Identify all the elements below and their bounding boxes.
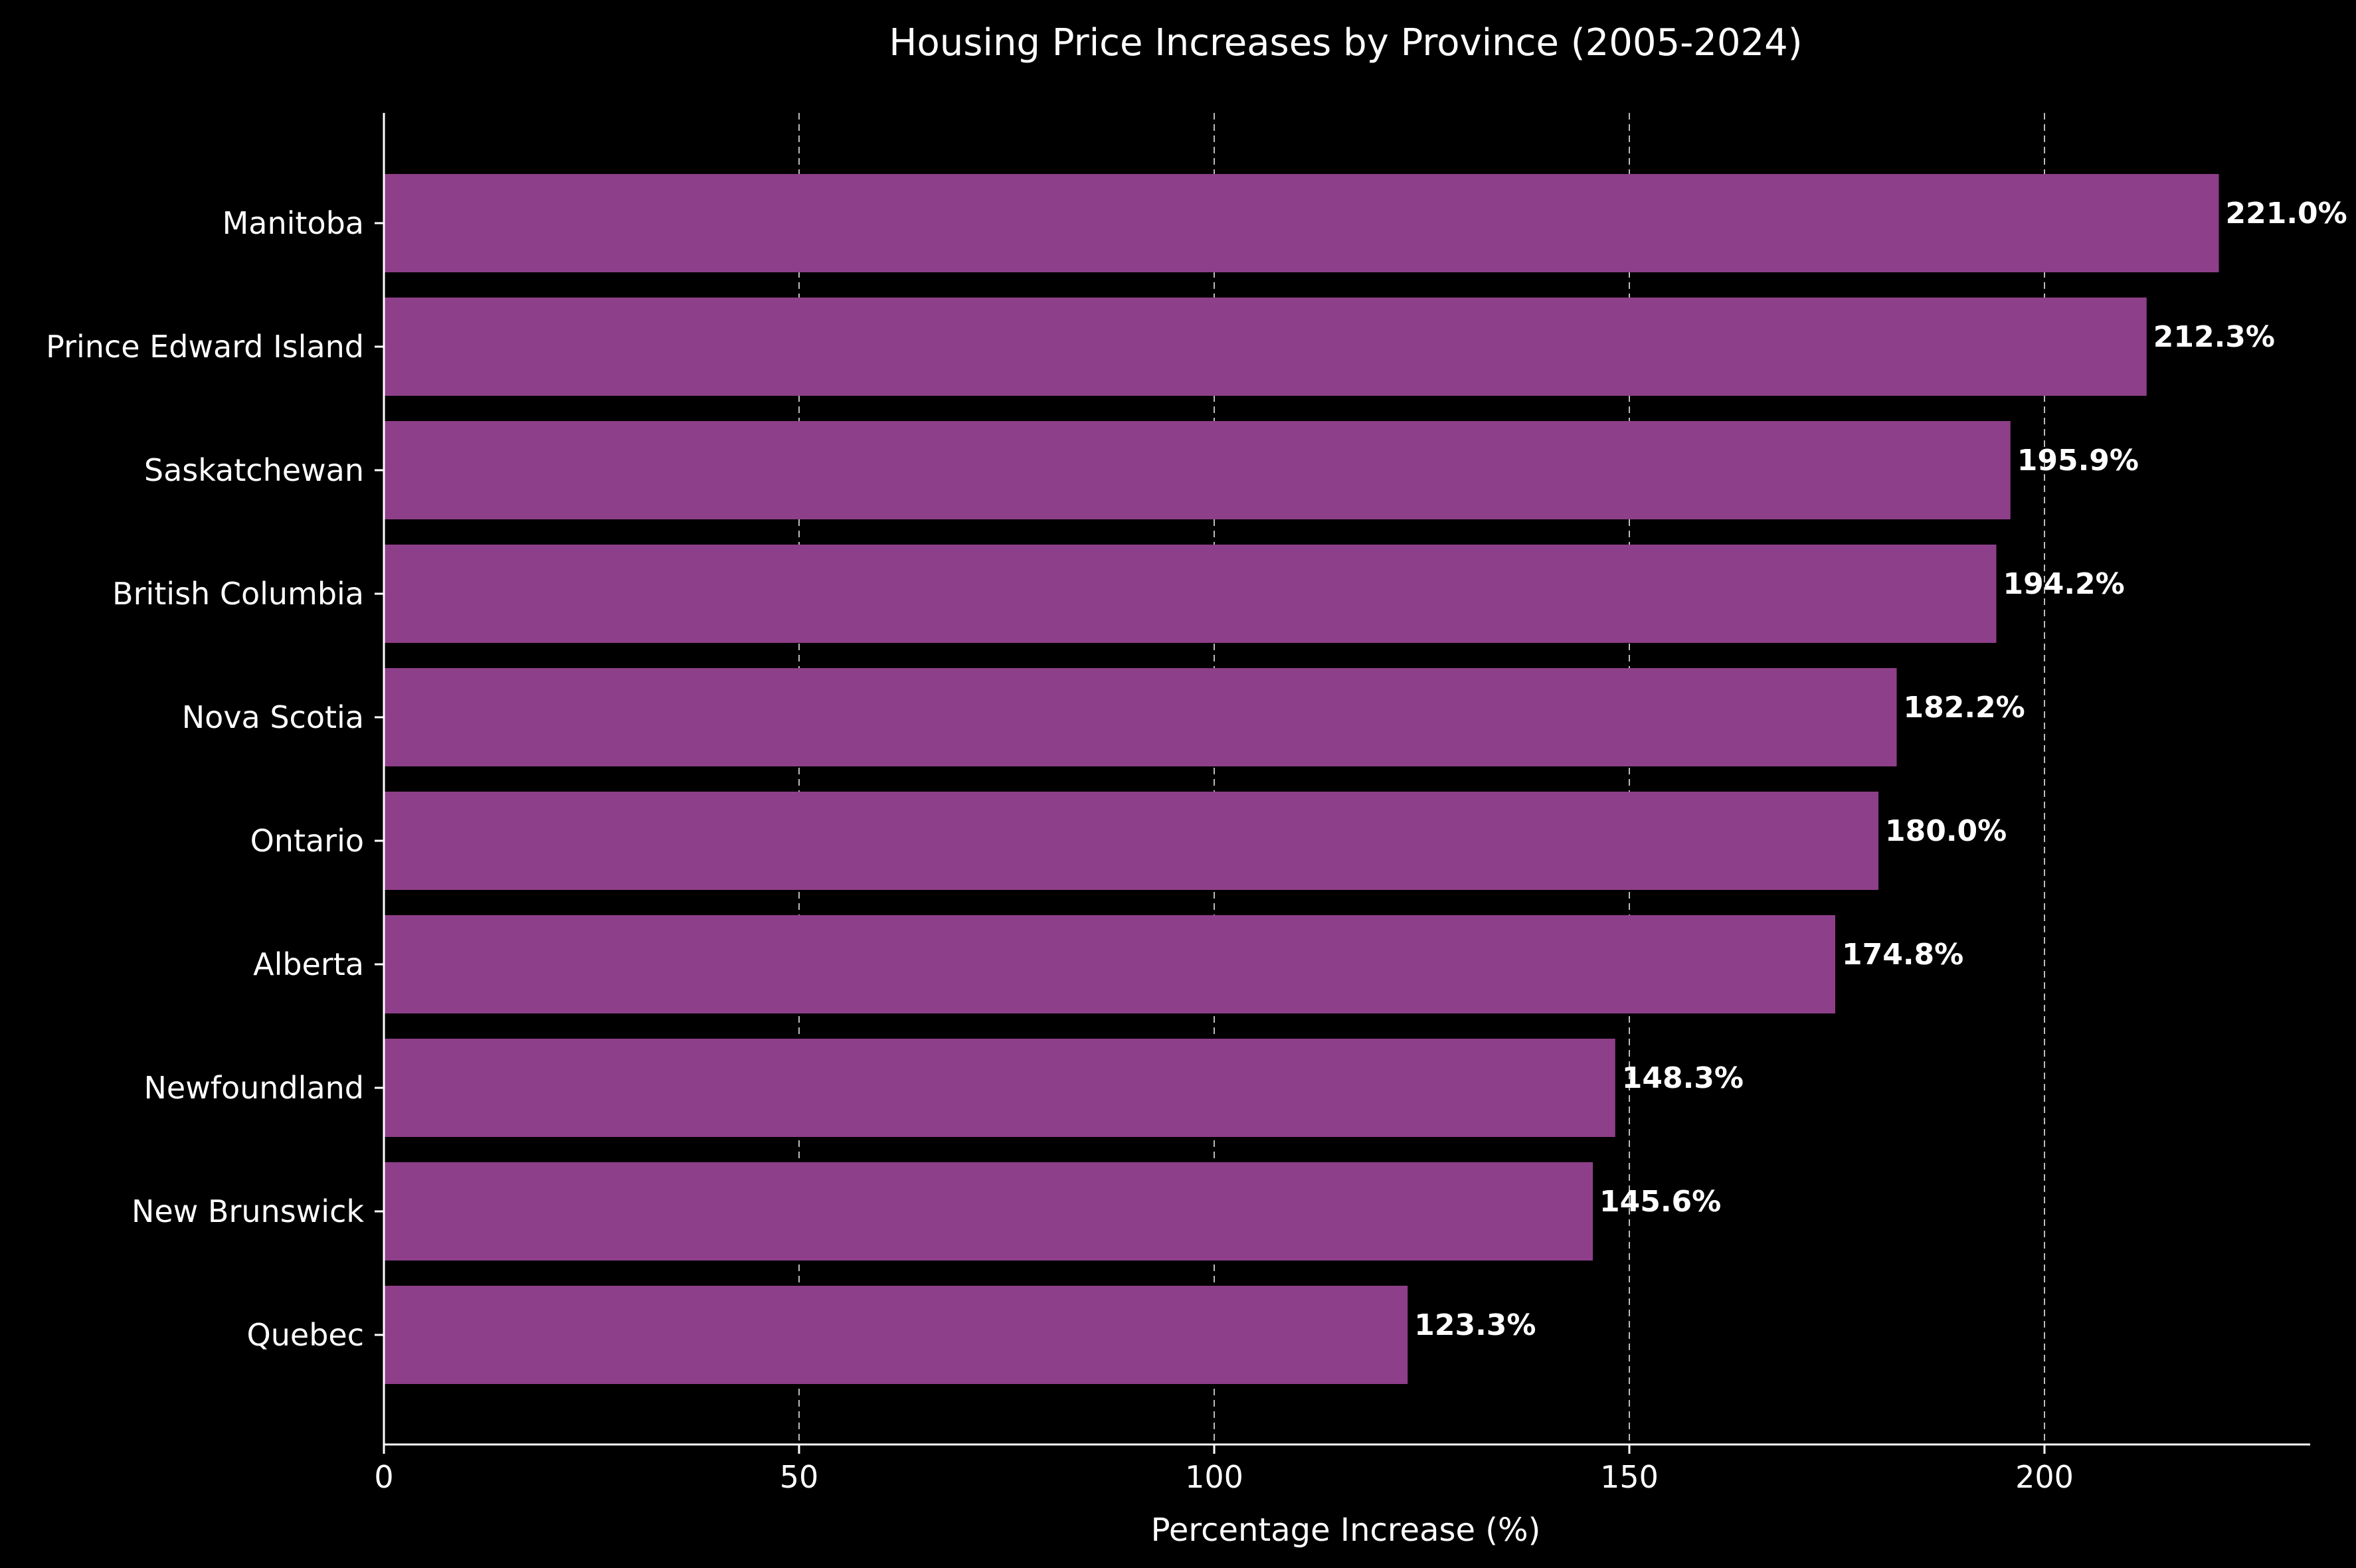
bar [384, 298, 2147, 396]
category-labels: Manitoba Prince Edward Island Saskatchewan… [46, 205, 384, 1353]
x-tick-label: 100 [1185, 1459, 1243, 1495]
category-label: Newfoundland [143, 1070, 364, 1106]
value-label: 123.3% [1414, 1308, 1536, 1342]
value-labels: 221.0% 212.3% 195.9% 194.2% 182.2% 180.0% 174.… [1414, 197, 2347, 1342]
category-label: New Brunswick [132, 1193, 364, 1229]
category-label: Alberta [253, 946, 364, 982]
category-label: Saskatchewan [144, 452, 364, 488]
bar [384, 545, 1997, 643]
x-ticks: 0 50 100 150 200 [374, 1444, 2074, 1495]
category-label: British Columbia [112, 576, 364, 612]
value-label: 180.0% [1885, 814, 2007, 848]
bar [384, 792, 1878, 890]
value-label: 212.3% [2153, 320, 2275, 354]
value-label: 145.6% [1599, 1185, 1721, 1219]
x-tick-label: 50 [780, 1459, 819, 1495]
bars [384, 174, 2219, 1384]
category-label: Prince Edward Island [46, 329, 364, 365]
bar [384, 421, 2011, 519]
axes [383, 113, 2310, 1446]
bar [384, 1039, 1615, 1137]
value-label: 182.2% [1904, 691, 2025, 725]
value-label: 221.0% [2226, 197, 2347, 230]
bar [384, 1286, 1408, 1384]
x-tick-label: 0 [374, 1459, 393, 1495]
chart-title: Housing Price Increases by Province (200… [889, 21, 1802, 64]
x-tick-label: 150 [1600, 1459, 1659, 1495]
value-label: 195.9% [2017, 444, 2139, 478]
value-label: 194.2% [2003, 567, 2125, 601]
x-tick-label: 200 [2015, 1459, 2074, 1495]
bar [384, 1162, 1593, 1261]
category-label: Manitoba [223, 205, 364, 241]
bar [384, 668, 1897, 766]
value-label: 174.8% [1842, 938, 1963, 972]
bar [384, 174, 2219, 272]
x-axis-label: Percentage Increase (%) [1151, 1512, 1541, 1549]
category-label: Quebec [247, 1317, 364, 1353]
category-label: Nova Scotia [182, 699, 364, 735]
category-label: Ontario [250, 823, 364, 859]
bar [384, 915, 1835, 1013]
value-label: 148.3% [1622, 1061, 1744, 1095]
